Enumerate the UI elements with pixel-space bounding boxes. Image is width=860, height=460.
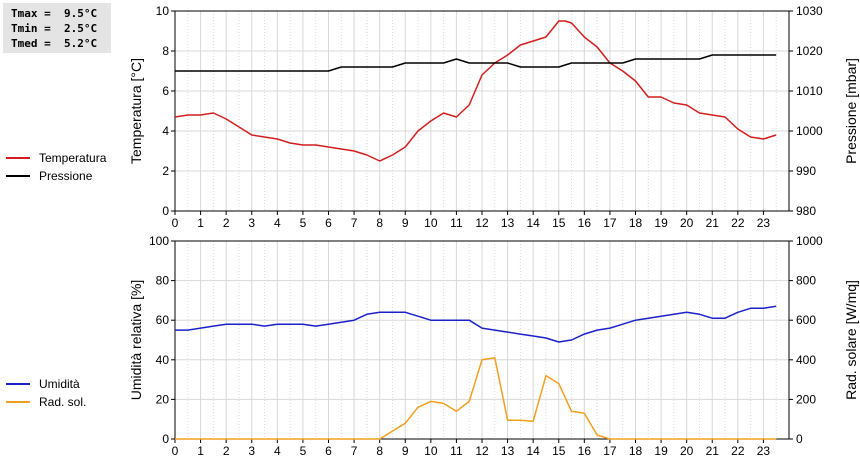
x-tick-label: 16 <box>578 216 592 230</box>
x-tick-label: 10 <box>424 444 438 458</box>
x-tick-label: 22 <box>731 216 745 230</box>
x-tick-label: 4 <box>274 444 281 458</box>
x-tick-label: 0 <box>172 216 179 230</box>
y-tick-label-right: 600 <box>796 313 816 327</box>
x-tick-label: 9 <box>402 216 409 230</box>
legend-label: Rad. sol. <box>39 395 86 409</box>
x-tick-label: 20 <box>680 444 694 458</box>
x-tick-label: 5 <box>300 216 307 230</box>
x-tick-label: 21 <box>706 216 720 230</box>
x-tick-label: 16 <box>578 444 592 458</box>
x-tick-label: 15 <box>552 444 566 458</box>
y-tick-label-left: 6 <box>162 84 169 98</box>
y-tick-label-right: 200 <box>796 392 816 406</box>
y-tick-label-left: 10 <box>156 4 170 18</box>
x-tick-label: 6 <box>325 216 332 230</box>
x-tick-label: 0 <box>172 444 179 458</box>
y-tick-label-left: 0 <box>162 204 169 218</box>
x-tick-label: 10 <box>424 216 438 230</box>
series-line <box>175 54 777 72</box>
x-tick-label: 21 <box>706 444 720 458</box>
y-tick-label-right: 1010 <box>796 84 823 98</box>
x-tick-label: 23 <box>757 216 771 230</box>
y-tick-label-left: 8 <box>162 44 169 58</box>
y-tick-label-right: 1000 <box>796 124 823 138</box>
y-axis-label-right: Pressione [mbar] <box>843 58 859 164</box>
x-tick-label: 1 <box>197 444 204 458</box>
y-tick-label-right: 800 <box>796 274 816 288</box>
x-tick-label: 11 <box>450 444 463 458</box>
chart-top: 0 1 2 3 4 5 6 7 8 9 10 11 12 13 14 15 16 17 18 19 20 21 22 2302… <box>128 4 859 230</box>
y-tick-label-right: 1020 <box>796 44 823 58</box>
y-tick-label-left: 2 <box>162 164 169 178</box>
x-tick-label: 13 <box>501 216 515 230</box>
y-tick-label-left: 4 <box>162 124 169 138</box>
x-tick-label: 13 <box>501 444 515 458</box>
x-tick-label: 19 <box>654 444 668 458</box>
x-tick-label: 15 <box>552 216 566 230</box>
y-axis-label-left: Temperatura [°C] <box>128 58 144 164</box>
x-tick-label: 3 <box>248 444 255 458</box>
x-tick-label: 22 <box>731 444 745 458</box>
y-axis-label-right: Rad. solare [W/mq] <box>843 280 859 400</box>
series-line <box>174 20 777 162</box>
stats-box: Tmax = 9.5°C Tmin = 2.5°C Tmed = 5.2°C <box>3 3 111 53</box>
legend-label: Pressione <box>39 169 93 183</box>
x-tick-label: 18 <box>629 216 643 230</box>
x-tick-label: 4 <box>274 216 281 230</box>
legend-label: Umidità <box>39 377 80 391</box>
x-tick-label: 3 <box>248 216 255 230</box>
y-tick-label-right: 980 <box>796 204 816 218</box>
x-tick-label: 11 <box>450 216 463 230</box>
x-tick-label: 17 <box>603 216 617 230</box>
tmed-label: Tmed = <box>11 37 51 50</box>
tmin-value: 2.5°C <box>64 22 98 35</box>
tmax-label: Tmax = <box>11 7 51 20</box>
x-tick-label: 2 <box>223 216 230 230</box>
tmax-value: 9.5°C <box>64 7 98 20</box>
x-tick-label: 7 <box>351 216 358 230</box>
x-tick-label: 8 <box>376 216 383 230</box>
x-tick-label: 12 <box>475 216 489 230</box>
y-tick-label-left: 0 <box>162 432 169 446</box>
x-tick-label: 7 <box>351 444 358 458</box>
series-line <box>175 357 777 440</box>
tmed-value: 5.2°C <box>64 37 98 50</box>
legend-label: Temperatura <box>39 151 107 165</box>
x-tick-label: 23 <box>757 444 771 458</box>
y-tick-label-right: 1030 <box>796 4 823 18</box>
y-tick-label-left: 100 <box>149 234 169 248</box>
x-tick-label: 9 <box>402 444 409 458</box>
y-tick-label-left: 20 <box>156 392 170 406</box>
x-tick-label: 17 <box>603 444 617 458</box>
x-tick-label: 5 <box>300 444 307 458</box>
x-tick-label: 8 <box>376 444 383 458</box>
y-tick-label-right: 1000 <box>796 234 823 248</box>
x-tick-label: 14 <box>526 444 540 458</box>
chart-bottom: 0 1 2 3 4 5 6 7 8 9 10 11 12 13 14 15 16 17 18 19 20 21 22 2302… <box>128 234 859 458</box>
y-axis-label-left: Umidità relativa [%] <box>128 280 144 401</box>
x-tick-label: 14 <box>526 216 540 230</box>
y-tick-label-left: 60 <box>156 313 170 327</box>
x-tick-label: 12 <box>475 444 489 458</box>
x-tick-label: 1 <box>197 216 204 230</box>
series-line <box>175 305 777 343</box>
x-tick-label: 18 <box>629 444 643 458</box>
x-tick-label: 2 <box>223 444 230 458</box>
tmin-label: Tmin = <box>11 22 51 35</box>
y-tick-label-right: 990 <box>796 164 816 178</box>
y-tick-label-left: 40 <box>156 353 170 367</box>
y-tick-label-right: 400 <box>796 353 816 367</box>
y-tick-label-left: 80 <box>156 274 170 288</box>
x-tick-label: 20 <box>680 216 694 230</box>
x-tick-label: 6 <box>325 444 332 458</box>
y-tick-label-right: 0 <box>796 432 803 446</box>
legends: Temperatura Pressione Umidità Rad. sol. <box>6 151 107 409</box>
x-tick-label: 19 <box>654 216 668 230</box>
